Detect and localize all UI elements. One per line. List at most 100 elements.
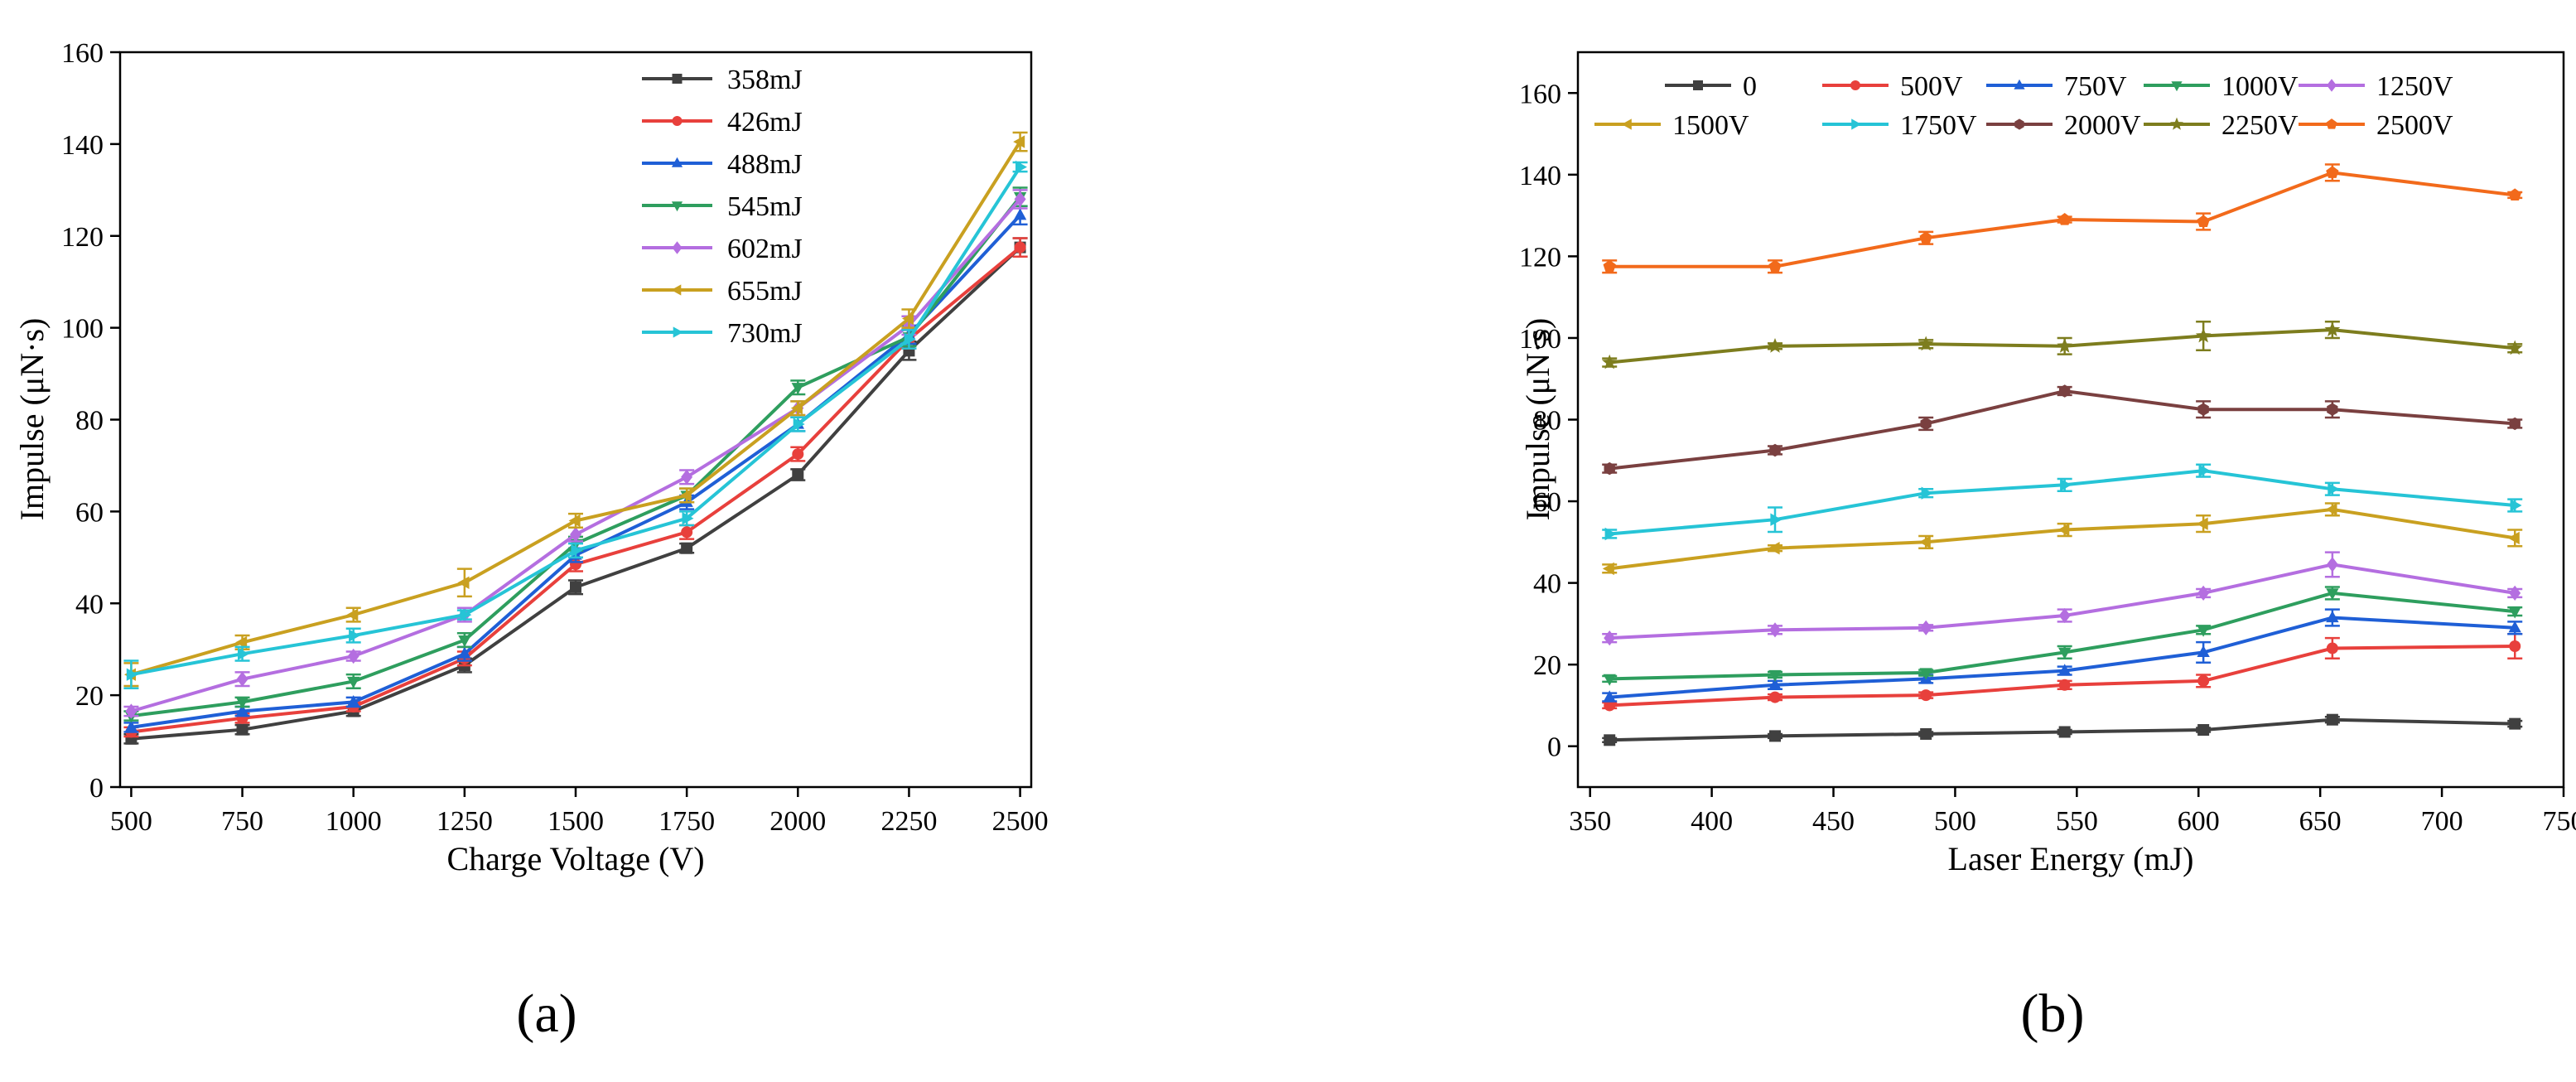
- x-axis-title: Charge Voltage (V): [446, 840, 704, 877]
- x-tick-label: 600: [2178, 806, 2220, 837]
- data-point: [2197, 724, 2210, 737]
- data-point: [235, 697, 249, 709]
- data-point: [681, 542, 693, 554]
- data-point: [124, 720, 138, 732]
- data-point: [792, 469, 804, 481]
- data-point: [2058, 607, 2071, 624]
- data-point: [2506, 340, 2523, 355]
- data-point: [1920, 689, 1932, 702]
- data-point: [2197, 674, 2210, 687]
- data-point: [1604, 734, 1616, 746]
- legend-label: 426mJ: [727, 107, 803, 138]
- data-point: [1768, 542, 1780, 555]
- data-point: [2058, 679, 2071, 691]
- data-point: [1604, 630, 1616, 646]
- data-point: [570, 527, 581, 543]
- series-line-426mJ: [131, 246, 1021, 734]
- y-tick-label: 160: [61, 38, 104, 69]
- data-point: [2058, 647, 2072, 659]
- data-point: [2197, 645, 2210, 657]
- data-point: [568, 514, 581, 528]
- legend-label: 2500V: [2376, 110, 2453, 141]
- series-line-2000V: [1609, 389, 2516, 471]
- data-point: [571, 543, 583, 558]
- data-point: [2327, 403, 2338, 416]
- data-point: [1769, 622, 1781, 638]
- data-point: [1603, 674, 1616, 686]
- legend-marker: [1850, 80, 1860, 90]
- data-point: [1919, 668, 1932, 680]
- data-point: [2324, 321, 2341, 336]
- y-tick-label: 60: [75, 497, 104, 528]
- data-point: [2328, 482, 2340, 495]
- data-point: [458, 635, 471, 647]
- data-point: [1603, 259, 1616, 273]
- data-point: [1604, 699, 1616, 712]
- x-axis-title: Laser Energy (mJ): [1948, 840, 2194, 877]
- y-tick-label: 60: [1533, 487, 1561, 518]
- data-point: [2507, 531, 2520, 545]
- legend-marker: [2326, 118, 2337, 129]
- data-point: [2197, 585, 2210, 601]
- legend-marker: [2014, 118, 2024, 130]
- legend-label: 2000V: [2064, 110, 2141, 141]
- legend-marker: [671, 284, 682, 296]
- y-tick-label: 40: [75, 589, 104, 620]
- data-point: [1918, 535, 1931, 548]
- data-point: [570, 581, 581, 593]
- data-point: [2196, 517, 2208, 530]
- data-point: [1769, 443, 1781, 457]
- x-tick-label: 2250: [880, 806, 937, 837]
- data-point: [1604, 461, 1615, 476]
- legend-label: 750V: [2064, 71, 2127, 102]
- legend-marker: [671, 201, 683, 212]
- data-point: [347, 648, 359, 664]
- x-tick-label: 650: [2299, 806, 2342, 837]
- data-point: [2510, 499, 2522, 512]
- data-point: [2198, 464, 2211, 477]
- data-point: [1015, 160, 1027, 174]
- data-point: [2057, 523, 2070, 537]
- y-tick-label: 80: [75, 406, 104, 437]
- data-point: [1768, 678, 1782, 690]
- data-point: [792, 448, 804, 461]
- data-point: [1768, 259, 1782, 273]
- data-point: [2057, 338, 2072, 353]
- legend-marker: [1851, 118, 1862, 130]
- data-point: [2060, 478, 2072, 491]
- legend-label: 730mJ: [727, 318, 803, 349]
- x-tick-label: 450: [1812, 806, 1855, 837]
- legend-label: 500V: [1900, 71, 1963, 102]
- data-point: [2509, 640, 2521, 652]
- data-point: [1921, 486, 1933, 500]
- data-point: [1013, 135, 1025, 148]
- data-point: [2508, 188, 2521, 200]
- y-axis-title: Impulse (μN·s): [1519, 318, 1556, 521]
- data-point: [1920, 417, 1932, 431]
- x-tick-label: 2500: [992, 806, 1049, 837]
- x-tick-label: 1250: [437, 806, 493, 837]
- y-tick-label: 20: [75, 681, 104, 712]
- data-point: [1920, 620, 1932, 635]
- legend-marker: [672, 116, 683, 126]
- data-point: [1920, 727, 1932, 740]
- data-point: [2508, 621, 2521, 633]
- data-point: [2509, 417, 2521, 431]
- panel-label: (b): [2021, 983, 2085, 1044]
- legend-label: 545mJ: [727, 191, 803, 222]
- data-point: [1013, 208, 1027, 220]
- y-tick-label: 40: [1533, 569, 1561, 600]
- data-point: [679, 489, 692, 502]
- legend-marker: [1693, 80, 1703, 90]
- legend-marker: [672, 241, 683, 254]
- series-line-730mJ: [131, 166, 1022, 677]
- data-point: [125, 703, 137, 719]
- data-point: [1918, 336, 1934, 351]
- x-tick-label: 500: [110, 806, 152, 837]
- legend-marker: [2327, 79, 2337, 92]
- series-line-602mJ: [130, 198, 1022, 713]
- data-point: [1767, 338, 1783, 353]
- data-point: [2326, 642, 2338, 655]
- data-point: [2197, 403, 2209, 416]
- data-point: [457, 576, 470, 589]
